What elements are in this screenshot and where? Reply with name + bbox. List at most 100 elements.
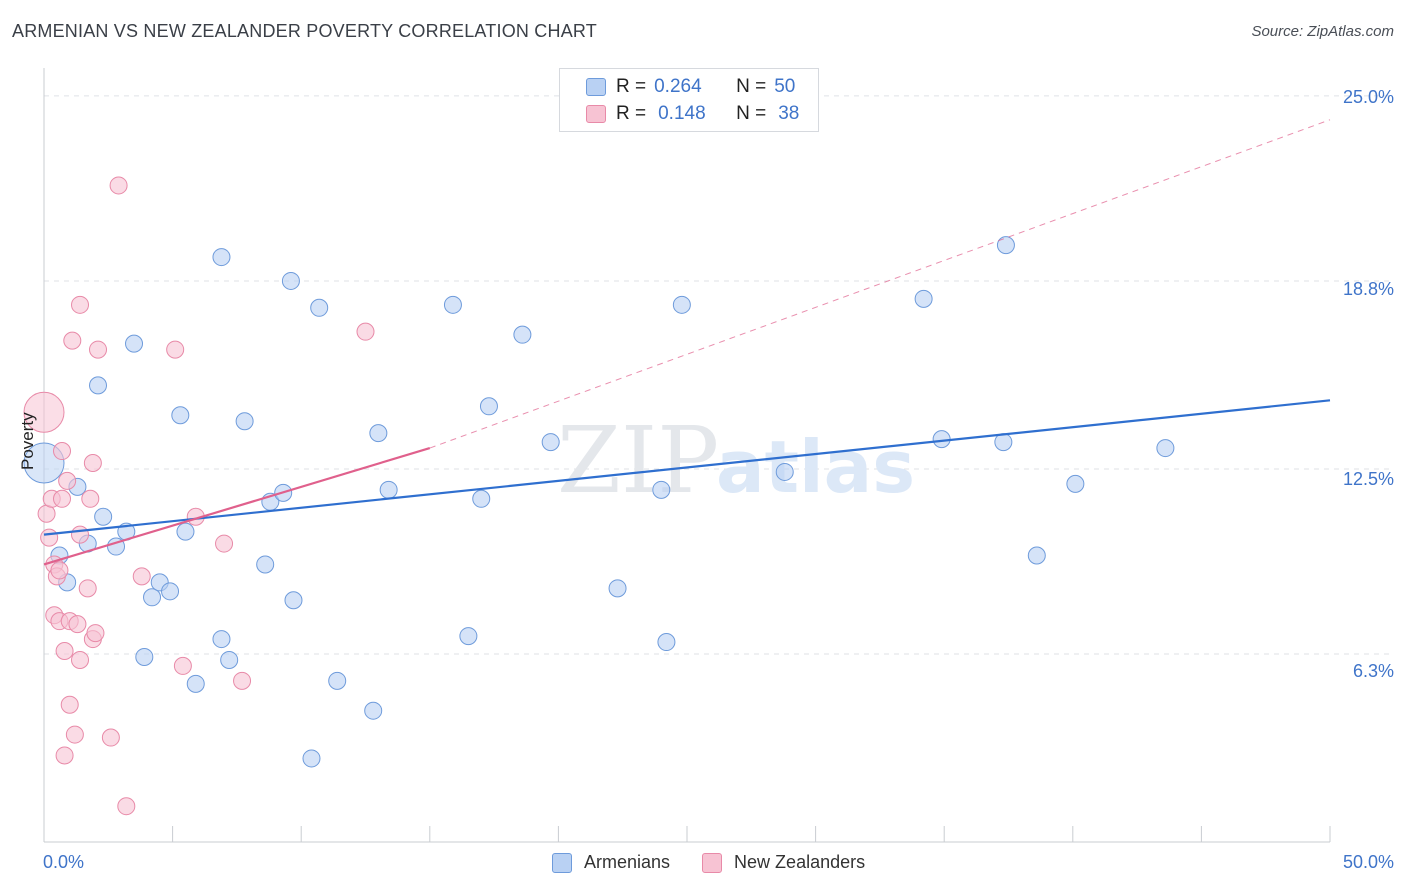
new-zealander-point-1 [37,504,56,523]
new-zealander-point-0 [23,391,65,433]
armenian-point-41 [672,295,691,314]
data-points [23,176,1175,816]
new-zealander-point-11 [55,642,74,660]
legend-r-label: R = [616,76,647,97]
armenian-point-13 [161,582,180,601]
armenian-point-48 [1066,474,1085,493]
series-label-armenians: Armenians [584,852,671,872]
new-zealander-point-33 [173,656,192,675]
legend-n-label: N = [736,76,767,97]
series-swatch-blue [552,852,572,873]
new-zealander-point-31 [132,567,151,586]
chart-source: Source: ZipAtlas.com [1251,23,1394,40]
new-zealander-point-10 [53,442,72,461]
legend-n-value: 50 [774,76,796,97]
armenian-point-47 [1027,546,1046,565]
y-tick-label-6.3: 6.3% [1352,661,1394,681]
armenian-point-36 [513,325,532,344]
new-zealander-point-18 [71,650,90,669]
new-zealander-point-19 [71,525,90,544]
new-zealander-trend-line [43,447,431,566]
new-zealander-point-28 [101,728,120,747]
armenian-point-20 [235,412,254,431]
legend-r-value: 0.264 [654,76,702,97]
new-zealander-point-15 [63,331,82,350]
legend-swatch-pink [586,105,606,123]
trend-lines [43,119,1331,566]
watermark-zip: ZIP [557,407,719,514]
x-tick-label-min: 0.0% [43,852,85,872]
armenian-point-43 [914,289,933,308]
y-tick-label-18.8: 18.8% [1342,279,1394,299]
legend-n-value: 38 [778,103,800,124]
new-zealander-point-12 [58,471,77,490]
armenian-point-34 [472,489,491,508]
new-zealander-point-24 [83,453,102,472]
series-label-new-zealanders: New Zealanders [734,852,866,872]
series-legend: Armenians New Zealanders [552,852,897,873]
armenian-point-42 [775,462,794,481]
armenian-point-32 [443,295,462,314]
armenian-point-27 [310,298,329,317]
armenian-point-5 [94,507,113,526]
watermark: ZIP atlas [557,407,915,514]
armenian-point-16 [186,674,205,693]
new-zealander-point-17 [68,615,87,634]
armenian-point-39 [652,480,671,499]
armenian-point-49 [1156,439,1175,458]
armenian-point-35 [479,397,498,416]
series-swatch-pink [702,852,723,873]
new-zealander-point-29 [109,176,128,195]
new-zealander-point-26 [89,340,108,359]
armenian-point-15 [176,522,195,541]
new-zealander-trend-extension [429,119,1331,449]
armenian-point-37 [541,433,560,452]
series-legend-new-zealanders: New Zealanders [702,852,865,873]
armenian-point-29 [364,701,383,720]
armenian-point-14 [171,406,190,425]
x-tick-label-max: 50.0% [1342,852,1394,872]
new-zealander-point-2 [40,528,59,547]
armenian-point-6 [89,376,108,395]
armenian-point-40 [657,633,676,652]
new-zealander-point-25 [86,624,105,643]
series-legend-armenians: Armenians [552,852,670,873]
y-tick-label-25: 25.0% [1342,87,1394,107]
new-zealander-point-13 [60,695,79,714]
armenian-point-31 [379,480,398,499]
armenian-point-21 [256,555,275,574]
new-zealander-point-32 [166,340,185,359]
legend-row-armenians: R = 0.264 N = 50 [586,75,795,99]
new-zealander-point-37 [356,322,375,341]
y-axis-label: Poverty [18,412,37,470]
armenian-point-33 [459,627,478,646]
y-tick-label-12.5: 12.5% [1342,469,1394,489]
armenian-trend-line [43,399,1331,536]
legend-r-value: 0.148 [658,103,706,124]
new-zealander-point-16 [65,725,84,744]
armenian-point-28 [328,671,347,690]
chart-title: ARMENIAN VS NEW ZEALANDER POVERTY CORREL… [12,21,597,41]
gridlines [44,95,1392,655]
armenian-point-46 [996,236,1015,255]
armenian-point-25 [284,591,303,610]
armenian-point-9 [125,334,144,353]
stats-legend: R = 0.264 N = 50 R = 0.148 N = 38 [559,68,819,132]
new-zealander-point-36 [233,671,252,690]
legend-swatch-blue [586,78,606,96]
armenian-point-19 [220,650,239,669]
new-zealander-point-7 [50,561,69,580]
armenian-point-17 [212,248,231,267]
new-zealander-point-30 [117,797,136,816]
armenian-point-30 [369,424,388,443]
new-zealander-point-20 [71,295,90,314]
armenian-point-38 [608,579,627,598]
new-zealander-point-27 [55,746,74,765]
watermark-atlas: atlas [716,425,915,509]
armenian-point-26 [302,749,321,768]
armenian-point-24 [281,271,300,290]
armenian-point-18 [212,630,231,649]
legend-row-new-zealanders: R = 0.148 N = 38 [586,102,799,126]
new-zealander-point-21 [78,579,97,598]
